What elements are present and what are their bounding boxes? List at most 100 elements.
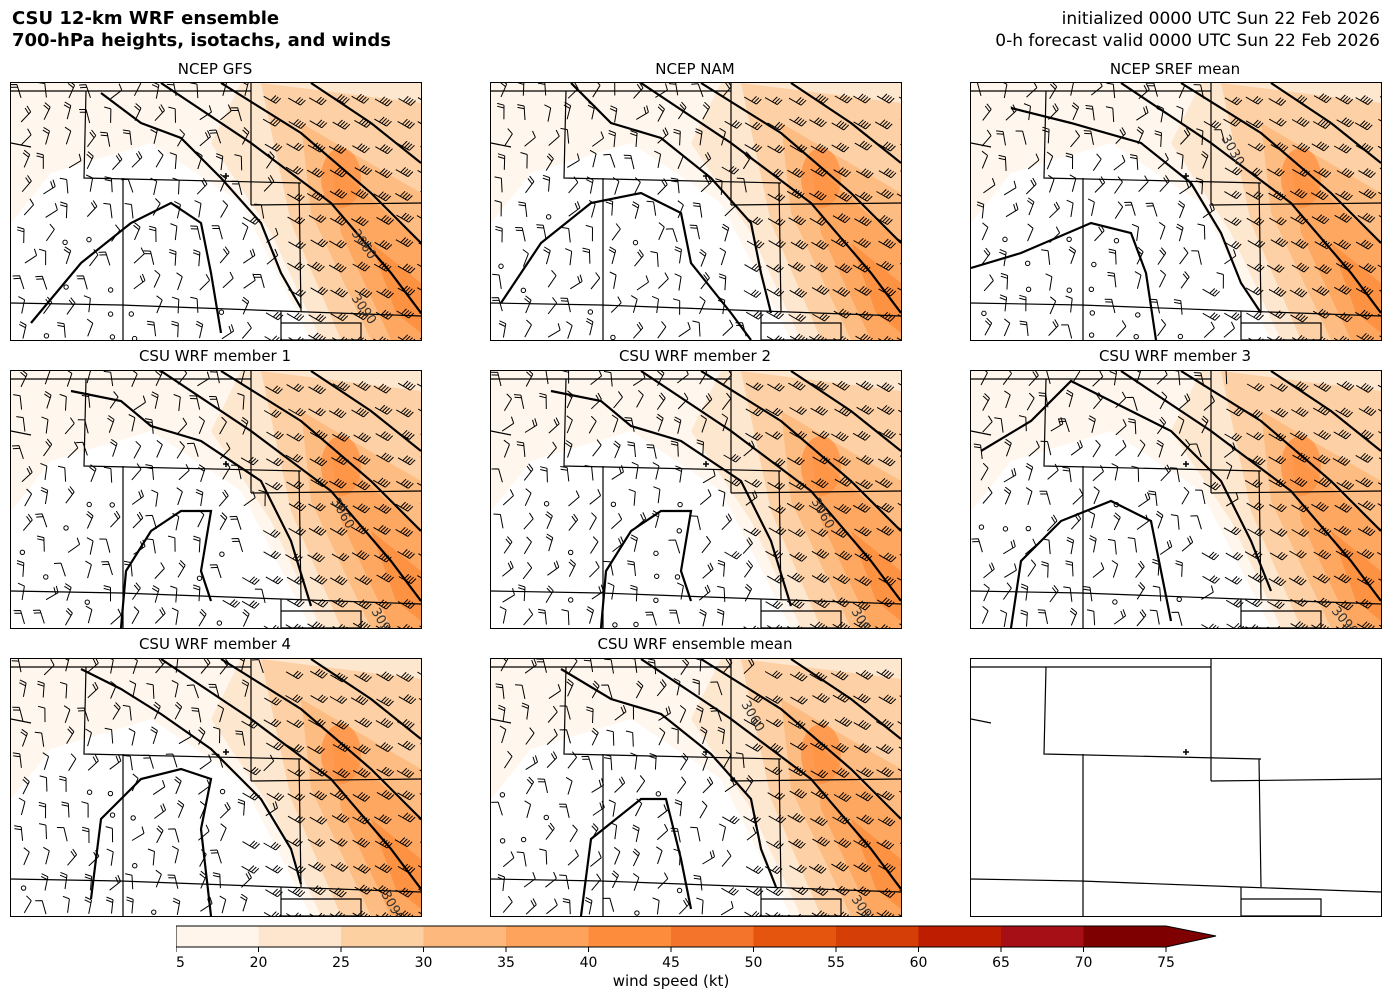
calm-wind-marker: [610, 501, 617, 507]
wind-barb: [590, 851, 602, 867]
wind-barb: [1045, 273, 1053, 291]
wind-barb: [171, 607, 179, 625]
wind-barb: [147, 848, 155, 866]
wind-barb: [1355, 598, 1374, 609]
wind-barb: [745, 311, 764, 320]
wind-barb: [310, 694, 329, 704]
wind-barb: [696, 897, 704, 915]
wind-barb: [79, 109, 91, 124]
wind-barb: [809, 217, 828, 226]
wind-barb: [515, 227, 526, 242]
wind-barb: [1310, 190, 1329, 201]
wind-barb: [623, 154, 635, 170]
wind-barb: [491, 468, 503, 483]
calm-wind-marker: [86, 236, 92, 243]
wind-barb: [286, 433, 305, 442]
calm-wind-marker: [498, 263, 504, 269]
wind-barb: [328, 478, 347, 489]
wind-barb: [656, 679, 667, 697]
colorbar-tick-label: 20: [250, 955, 268, 971]
wind-barb: [878, 238, 896, 249]
wind-barb: [499, 606, 507, 624]
wind-barb: [263, 911, 282, 916]
wind-barb: [1355, 477, 1374, 488]
wind-barb: [1092, 562, 1105, 578]
wind-barb: [693, 874, 703, 891]
wind-barb: [1202, 312, 1221, 321]
wind-barb: [568, 513, 579, 531]
wind-barb: [525, 727, 535, 745]
wind-barb: [220, 200, 229, 218]
wind-barb: [76, 275, 88, 290]
wind-barb: [395, 237, 414, 248]
wind-barb: [124, 203, 134, 219]
wind-barb: [691, 83, 704, 98]
wind-barb: [1313, 167, 1332, 178]
wind-barb: [99, 538, 111, 553]
wind-barb: [1203, 321, 1215, 338]
wind-barb: [700, 726, 708, 745]
wind-barb: [876, 669, 895, 680]
height-contour: [160, 659, 421, 890]
wind-barb: [1068, 246, 1077, 264]
wind-barb: [1049, 201, 1060, 219]
wind-barb: [1085, 105, 1095, 121]
wind-barb: [677, 200, 684, 219]
wind-barb: [285, 694, 303, 703]
wind-barb: [308, 384, 326, 395]
wind-barb: [545, 871, 557, 888]
colorbar-segment: [588, 926, 672, 947]
wind-barb: [354, 287, 373, 298]
calm-wind-marker: [543, 501, 550, 507]
wind-barb: [1065, 295, 1073, 313]
wind-barb: [717, 726, 725, 744]
wind-barb: [832, 380, 850, 391]
wind-barb: [832, 621, 851, 628]
wind-barb: [585, 317, 594, 336]
wind-barb: [57, 465, 67, 482]
wind-barb: [265, 888, 283, 898]
wind-barb: [721, 223, 730, 242]
wind-barb: [352, 837, 371, 848]
wind-barb: [199, 754, 212, 770]
wind-barb: [613, 391, 623, 409]
wind-barb: [878, 428, 897, 439]
wind-barb: [568, 559, 576, 577]
wind-barb: [812, 312, 830, 322]
height-contour: [310, 659, 421, 740]
state-borders: [971, 659, 1381, 916]
colorbar-segment: [506, 926, 589, 947]
wind-barb: [1224, 432, 1242, 442]
wind-barb: [177, 560, 186, 578]
wind-barb: [982, 393, 990, 411]
wind-barb: [856, 455, 874, 465]
wind-barb: [1335, 548, 1354, 559]
wind-barb: [286, 312, 305, 322]
wind-barb: [1355, 382, 1374, 393]
wind-barb: [538, 608, 547, 625]
wind-barb: [288, 864, 306, 874]
wind-barb: [547, 323, 561, 338]
state-border: [250, 202, 421, 206]
wind-barb: [699, 608, 707, 627]
wind-barb: [583, 659, 594, 673]
calm-wind-marker: [109, 502, 115, 508]
wind-barb: [494, 200, 502, 217]
height-contours: [971, 83, 1381, 340]
wind-barb: [548, 129, 560, 146]
wind-barb: [743, 527, 762, 537]
calm-wind-marker: [84, 599, 90, 605]
wind-barb: [40, 462, 48, 480]
wind-barb: [1289, 476, 1308, 487]
state-border: [1240, 887, 1322, 916]
colorbar-segment: [918, 926, 1002, 947]
wind-barb: [1175, 560, 1183, 577]
height-contour: [560, 668, 778, 888]
wind-barb: [569, 824, 578, 843]
wind-barb: [1269, 216, 1287, 226]
wind-barb: [1042, 538, 1051, 555]
wind-barb: [810, 886, 829, 896]
colorbar-tick-label: 30: [415, 955, 433, 971]
height-contour: [1120, 83, 1381, 314]
wind-barb: [543, 246, 551, 265]
